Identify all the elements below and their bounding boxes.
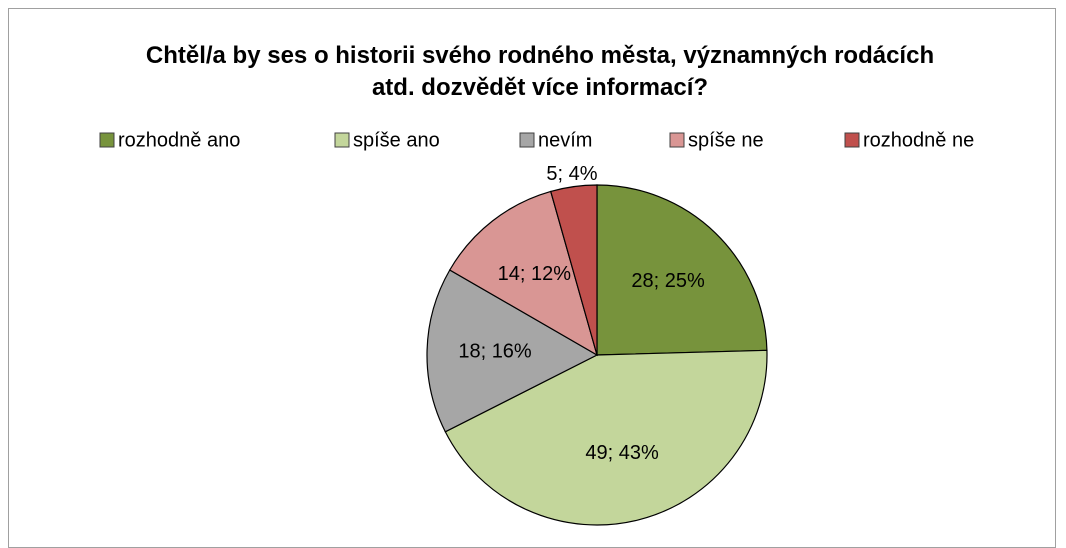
pie-slice xyxy=(550,184,598,356)
legend-label: spíše ano xyxy=(353,129,440,151)
legend-swatch xyxy=(669,132,685,148)
legend-swatch xyxy=(99,132,115,148)
pie-slice xyxy=(444,349,768,526)
legend-label: rozhodně ano xyxy=(118,129,240,151)
legend-label: nevím xyxy=(538,129,592,151)
data-label: 18; 16% xyxy=(458,340,532,362)
plot: rozhodně ano spíše ano nevím spíše ne rozhod… xyxy=(99,129,974,526)
legend-swatch xyxy=(844,132,860,148)
legend-swatch xyxy=(334,132,350,148)
pie-slice xyxy=(596,184,768,356)
pie-slice xyxy=(426,269,599,433)
data-label: 5; 4% xyxy=(546,163,597,185)
pie-slice xyxy=(448,190,598,357)
legend-label: rozhodně ne xyxy=(863,129,974,151)
data-label: 49; 43% xyxy=(585,442,659,464)
legend-label: spíše ne xyxy=(688,129,764,151)
legend-swatch xyxy=(519,132,535,148)
data-label: 28; 25% xyxy=(631,270,705,292)
chart: Chtěl/a by ses o historii svého rodného … xyxy=(8,8,1056,548)
data-label: 14; 12% xyxy=(498,263,572,285)
chart-title: Chtěl/a by ses o historii svého rodného … xyxy=(145,42,935,101)
